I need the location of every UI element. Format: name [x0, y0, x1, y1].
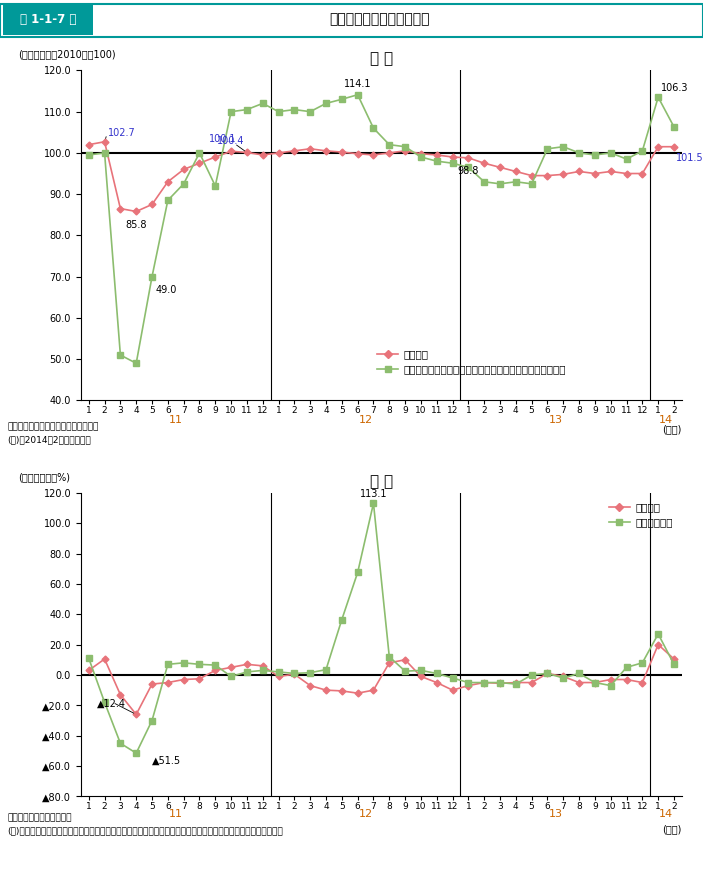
Text: (注)　2014年2月は速報値。: (注) 2014年2月は速報値。: [7, 436, 91, 444]
Text: (年月): (年月): [662, 424, 682, 434]
Legend: 輸出全体, 輸送機械工業: 輸出全体, 輸送機械工業: [605, 498, 677, 532]
Text: 98.8: 98.8: [458, 166, 479, 176]
Text: (年月): (年月): [662, 824, 682, 833]
Text: 14: 14: [659, 414, 673, 425]
Text: 114.1: 114.1: [344, 78, 371, 89]
Text: 資料：経済産業省『鉱工業生産指数』: 資料：経済産業省『鉱工業生産指数』: [7, 422, 98, 431]
Bar: [3, 5, 93, 35]
Text: 第 1-1-7 図: 第 1-1-7 図: [20, 13, 76, 26]
Text: 資料：財務省『貳易統計』: 資料：財務省『貳易統計』: [7, 813, 72, 822]
Text: (注)　ここでいう「輸送機械工業」とは、「鉄道用及び軌道用以外の車両並びにその部分品及び附属品」を指す。: (注) ここでいう「輸送機械工業」とは、「鉄道用及び軌道用以外の車両並びにその部…: [7, 826, 283, 835]
Legend: 製造工業, 輸送機械工業（船船・同機関、鉄道車両、航空機を除く）: 製造工業, 輸送機械工業（船船・同機関、鉄道車両、航空機を除く）: [373, 345, 570, 378]
Text: 13: 13: [548, 414, 562, 425]
Text: 100.1: 100.1: [209, 134, 237, 144]
Text: ▲51.5: ▲51.5: [152, 756, 181, 766]
Text: 49.0: 49.0: [155, 285, 176, 295]
Text: (前年同月比、%): (前年同月比、%): [18, 473, 70, 482]
Text: 12: 12: [359, 414, 373, 425]
Title: 輸 出: 輸 出: [370, 473, 393, 489]
Text: 102.7: 102.7: [108, 128, 136, 137]
Text: 我が国の生産・輸出の推移: 我が国の生産・輸出の推移: [330, 12, 430, 26]
Text: 11: 11: [169, 414, 183, 425]
Text: 14: 14: [659, 809, 673, 818]
Text: 100.4: 100.4: [217, 136, 245, 146]
Text: 101.5: 101.5: [676, 153, 703, 163]
Text: ▲12.4: ▲12.4: [97, 700, 126, 709]
Text: 106.3: 106.3: [662, 83, 689, 93]
Text: 113.1: 113.1: [360, 488, 387, 499]
Text: 12: 12: [359, 809, 373, 818]
Text: 13: 13: [548, 809, 562, 818]
Text: 85.8: 85.8: [125, 220, 147, 230]
Title: 生 産: 生 産: [370, 51, 393, 67]
Text: 11: 11: [169, 809, 183, 818]
Text: (季節調整値、2010年＝100): (季節調整値、2010年＝100): [18, 49, 115, 59]
